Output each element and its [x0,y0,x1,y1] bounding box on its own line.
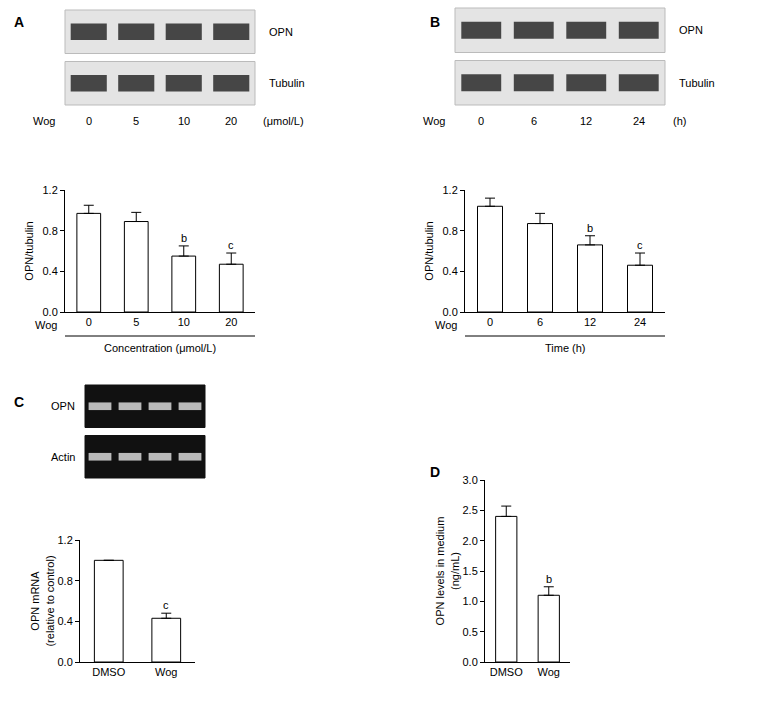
svg-text:5: 5 [133,316,139,328]
svg-text:0.8: 0.8 [43,225,58,237]
svg-text:DMSO: DMSO [490,666,523,678]
svg-text:c: c [228,239,234,251]
svg-text:0.4: 0.4 [43,265,58,277]
svg-text:b: b [546,573,552,585]
svg-text:B: B [430,14,440,30]
svg-text:0: 0 [487,316,493,328]
svg-text:0: 0 [86,115,92,127]
svg-text:0.8: 0.8 [58,575,73,587]
svg-text:1.5: 1.5 [463,565,478,577]
svg-text:OPN: OPN [51,400,75,412]
svg-text:2.5: 2.5 [463,504,478,516]
svg-text:c: c [163,599,169,611]
svg-text:OPN/tubulin: OPN/tubulin [423,221,435,280]
svg-text:5: 5 [133,115,139,127]
svg-text:0.0: 0.0 [463,656,478,668]
svg-text:6: 6 [531,115,537,127]
svg-text:A: A [14,14,24,30]
svg-text:Tubulin: Tubulin [679,77,715,89]
svg-text:10: 10 [178,316,190,328]
svg-text:20: 20 [225,316,237,328]
svg-text:Actin: Actin [51,451,75,463]
svg-text:Wog: Wog [33,115,55,127]
svg-text:12: 12 [584,316,596,328]
svg-text:OPN/tubulin: OPN/tubulin [23,221,35,280]
svg-text:0.0: 0.0 [443,306,458,318]
svg-text:0: 0 [86,316,92,328]
svg-text:DMSO: DMSO [92,666,125,678]
svg-text:2.0: 2.0 [463,535,478,547]
svg-text:0.5: 0.5 [463,626,478,638]
svg-text:0.4: 0.4 [443,265,458,277]
svg-text:0.0: 0.0 [43,306,58,318]
svg-text:Wog: Wog [155,666,177,678]
svg-text:(h): (h) [673,115,686,127]
svg-text:1.0: 1.0 [463,595,478,607]
svg-text:12: 12 [580,115,592,127]
svg-text:Wog: Wog [423,115,445,127]
svg-text:Concentration (μmol/L): Concentration (μmol/L) [104,342,216,354]
svg-text:OPN mRNA(relative to control): OPN mRNA(relative to control) [29,555,55,646]
svg-text:0.8: 0.8 [443,225,458,237]
svg-text:0.4: 0.4 [58,615,73,627]
svg-text:(μmol/L): (μmol/L) [263,115,304,127]
svg-text:C: C [14,394,24,410]
svg-text:10: 10 [178,115,190,127]
svg-text:1.2: 1.2 [443,184,458,196]
svg-text:b: b [587,222,593,234]
svg-text:OPN levels in medium(ng/mL): OPN levels in medium(ng/mL) [434,517,460,626]
svg-text:0.0: 0.0 [58,656,73,668]
svg-text:1.2: 1.2 [43,184,58,196]
svg-text:1.2: 1.2 [58,534,73,546]
svg-text:Time (h): Time (h) [545,342,586,354]
svg-text:Tubulin: Tubulin [269,77,305,89]
svg-text:OPN: OPN [679,24,703,36]
svg-text:Wog: Wog [35,319,57,331]
svg-text:D: D [430,464,440,480]
svg-text:c: c [637,239,643,251]
svg-text:24: 24 [633,115,645,127]
svg-text:3.0: 3.0 [463,474,478,486]
svg-text:Wog: Wog [538,666,560,678]
svg-text:b: b [181,232,187,244]
svg-text:0: 0 [478,115,484,127]
svg-text:24: 24 [634,316,646,328]
svg-text:20: 20 [225,115,237,127]
svg-text:6: 6 [537,316,543,328]
svg-text:OPN: OPN [269,26,293,38]
svg-text:Wog: Wog [435,319,457,331]
